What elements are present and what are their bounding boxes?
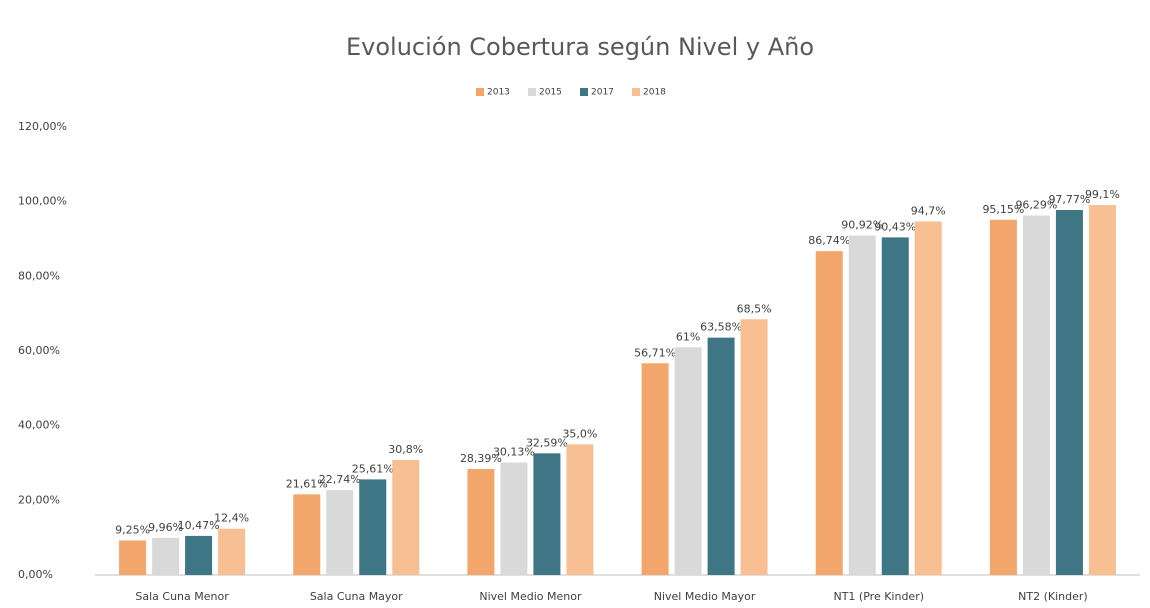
x-tick-label: Nivel Medio Mayor: [654, 590, 756, 603]
chart-title: Evolución Cobertura según Nivel y Año: [346, 33, 814, 61]
data-label: 61%: [676, 330, 700, 343]
legend-swatch: [632, 88, 640, 96]
data-label: 30,13%: [493, 446, 535, 459]
y-tick-label: 120,00%: [18, 120, 67, 133]
x-tick-label: NT1 (Pre Kinder): [833, 590, 924, 603]
bar: [989, 219, 1017, 576]
bar: [533, 453, 561, 575]
legend-swatch: [580, 88, 588, 96]
data-label: 63,58%: [700, 321, 742, 334]
data-label: 90,43%: [874, 220, 916, 233]
x-tick-label: NT2 (Kinder): [1018, 590, 1088, 603]
data-label: 21,61%: [286, 477, 328, 490]
y-tick-label: 40,00%: [18, 419, 60, 432]
data-label: 12,4%: [214, 512, 249, 525]
data-label: 97,77%: [1048, 193, 1090, 206]
bar: [185, 535, 213, 575]
bar: [1022, 215, 1050, 575]
y-tick-label: 100,00%: [18, 195, 67, 208]
data-label: 28,39%: [460, 452, 502, 465]
legend-label: 2013: [487, 88, 510, 98]
bar: [467, 469, 495, 575]
y-tick-label: 60,00%: [18, 344, 60, 357]
bar: [218, 528, 246, 575]
bar: [1088, 205, 1116, 575]
bar: [566, 444, 594, 575]
legend-label: 2015: [539, 88, 562, 98]
y-tick-label: 0,00%: [18, 568, 53, 581]
data-label: 9,96%: [148, 521, 183, 534]
bar: [326, 490, 354, 575]
data-label: 22,74%: [319, 473, 361, 486]
bar: [881, 237, 909, 576]
bar: [674, 347, 702, 575]
x-tick-label: Sala Cuna Mayor: [310, 590, 403, 603]
data-label: 94,7%: [911, 204, 946, 217]
data-label: 95,15%: [982, 203, 1024, 216]
data-label: 35,0%: [562, 427, 597, 440]
bar: [740, 319, 768, 575]
data-label: 99,1%: [1085, 188, 1120, 201]
x-tick-label: Nivel Medio Menor: [479, 590, 582, 603]
y-tick-label: 80,00%: [18, 269, 60, 282]
data-label: 25,61%: [352, 462, 394, 475]
bar: [119, 540, 147, 575]
bar: [707, 337, 735, 575]
data-label: 90,92%: [841, 219, 883, 232]
bar: [1055, 209, 1083, 575]
data-label: 68,5%: [737, 302, 772, 315]
bar: [914, 221, 942, 575]
bar: [392, 460, 420, 575]
legend-label: 2017: [591, 88, 614, 98]
x-tick-label: Sala Cuna Menor: [135, 590, 229, 603]
y-tick-label: 20,00%: [18, 493, 60, 506]
bar: [293, 494, 321, 575]
bar: [359, 479, 387, 575]
bar: [152, 537, 180, 575]
bar: [815, 251, 843, 576]
bar: [641, 363, 669, 575]
data-label: 10,47%: [178, 519, 220, 532]
data-label: 9,25%: [115, 523, 150, 536]
data-label: 86,74%: [808, 234, 850, 247]
bar: [848, 235, 876, 575]
bar: [500, 462, 528, 575]
legend-swatch: [476, 88, 484, 96]
data-label: 32,59%: [526, 436, 568, 449]
data-label: 96,29%: [1015, 199, 1057, 212]
data-label: 30,8%: [388, 443, 423, 456]
legend-swatch: [528, 88, 536, 96]
legend-label: 2018: [643, 88, 666, 98]
data-label: 56,71%: [634, 346, 676, 359]
